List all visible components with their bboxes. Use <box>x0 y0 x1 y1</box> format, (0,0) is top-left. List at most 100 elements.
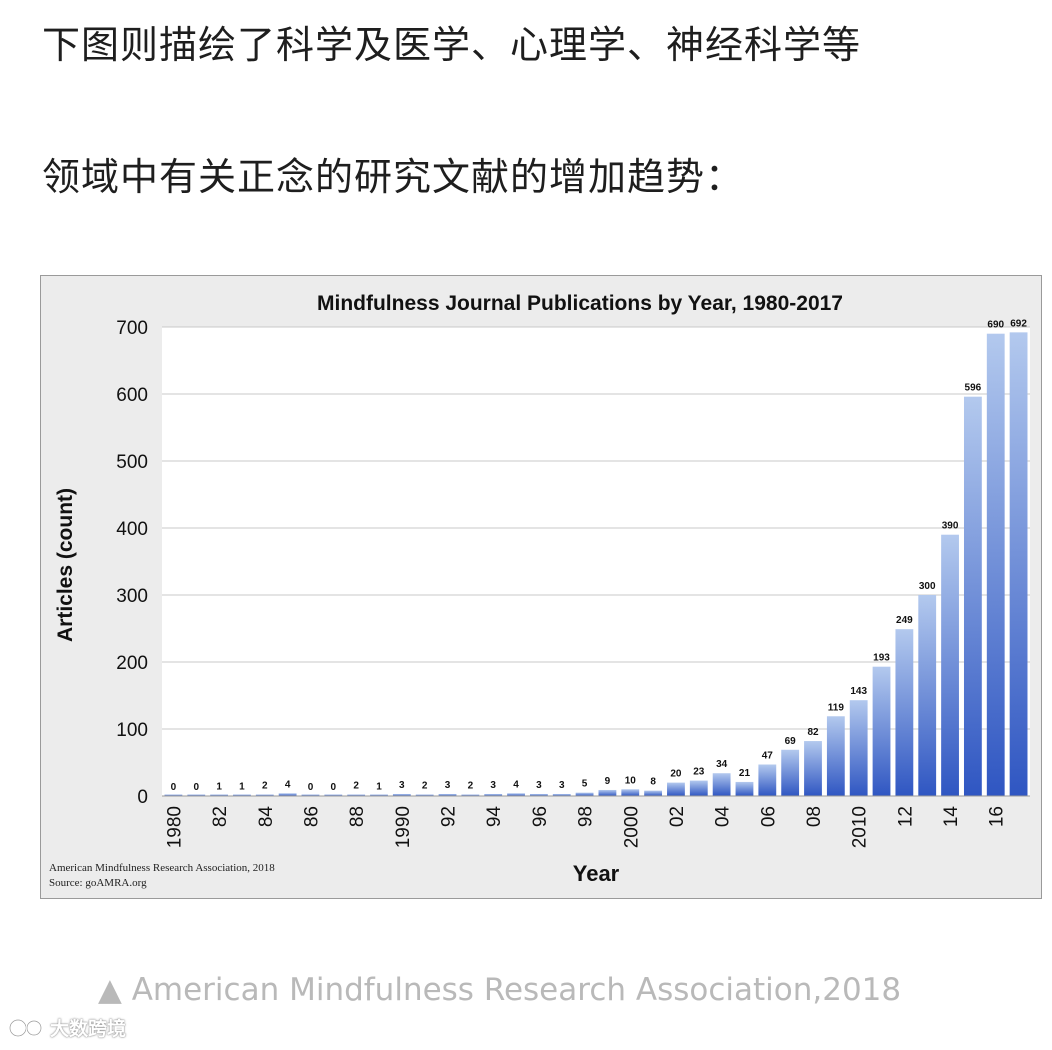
x-tick-label: 2000 <box>621 806 642 848</box>
bar-value-label: 0 <box>308 782 314 793</box>
x-tick-label: 2010 <box>850 806 871 848</box>
x-tick-label: 96 <box>530 806 551 827</box>
bar-value-label: 2 <box>422 781 428 792</box>
x-axis-label: Year <box>573 861 620 886</box>
x-tick-label: 14 <box>941 806 962 828</box>
bar-value-label: 9 <box>605 776 611 787</box>
bar-value-label: 2 <box>262 781 268 792</box>
x-tick-label: 12 <box>895 806 916 827</box>
bar-value-label: 249 <box>896 615 913 626</box>
bar-value-label: 692 <box>1010 318 1027 329</box>
x-tick-label: 86 <box>301 806 322 827</box>
y-axis-label: Articles (count) <box>54 488 77 642</box>
bar-2008 <box>804 741 822 796</box>
bar-value-label: 300 <box>919 581 936 592</box>
bars <box>164 332 1028 796</box>
y-tick-label: 200 <box>116 653 148 674</box>
bar-value-label: 21 <box>739 768 751 779</box>
bar-value-label: 0 <box>331 782 337 793</box>
source-url: Source: goAMRA.org <box>49 877 147 889</box>
bar-1992 <box>438 793 457 796</box>
bar-1989 <box>370 794 388 796</box>
source-credit: American Mindfulness Research Associatio… <box>49 862 275 874</box>
grid-lines <box>162 326 1030 730</box>
bar-2003 <box>689 780 708 796</box>
bar-1991 <box>415 794 434 796</box>
bar-value-label: 119 <box>828 702 845 713</box>
bar-1983 <box>233 794 251 796</box>
bar-1990 <box>392 793 411 796</box>
watermark-logo-icon <box>8 1018 43 1037</box>
bar-value-label: 3 <box>536 780 542 791</box>
bar-value-label: 8 <box>650 777 656 788</box>
bar-1993 <box>461 794 480 796</box>
bar-value-label: 82 <box>807 727 819 738</box>
bar-1987 <box>324 794 343 796</box>
bar-1997 <box>552 793 571 796</box>
watermark: 大数跨境 <box>8 1014 126 1041</box>
chart-title: Mindfulness Journal Publications by Year… <box>317 292 843 315</box>
x-tick-label: 16 <box>987 806 1008 827</box>
bar-value-label: 3 <box>445 780 451 791</box>
y-tick-label: 500 <box>116 452 148 473</box>
y-tick-label: 600 <box>116 385 148 406</box>
intro-text-line-2: 领域中有关正念的研究文献的增加趋势： <box>42 155 745 199</box>
bar-2007 <box>781 749 800 796</box>
bar-value-label: 143 <box>850 686 867 697</box>
bar-2000 <box>621 789 640 796</box>
bar-value-label: 23 <box>693 767 705 778</box>
y-axis-ticks: 0 100 200 300 400 500 600 700 <box>116 318 148 808</box>
bar-value-label: 3 <box>399 780 405 791</box>
bar-2002 <box>667 782 685 796</box>
y-tick-label: 400 <box>116 519 148 540</box>
x-tick-label: 04 <box>713 806 734 828</box>
bar-value-label: 0 <box>193 782 199 793</box>
bar-1981 <box>187 794 206 796</box>
bar-2016 <box>986 333 1005 796</box>
bar-value-label: 3 <box>490 780 496 791</box>
bar-2004 <box>712 773 731 796</box>
publications-chart: 0 0 1 1 2 4 0 0 2 1 3 2 3 2 3 4 3 3 5 9 10 8 20 23 34 21 47 69 82 119… <box>40 275 1042 899</box>
bar-1988 <box>347 794 366 796</box>
x-tick-label: 98 <box>576 806 597 827</box>
bar-1994 <box>484 793 503 796</box>
x-tick-label: 06 <box>758 806 779 827</box>
bar-2010 <box>849 700 868 796</box>
bar-2014 <box>941 534 959 796</box>
x-tick-label: 82 <box>210 806 231 827</box>
bar-value-label: 1 <box>216 781 222 792</box>
bar-value-label: 69 <box>785 736 797 747</box>
bar-2013 <box>918 595 937 796</box>
bar-1986 <box>301 794 320 796</box>
y-tick-label: 300 <box>116 586 148 607</box>
x-tick-label: 08 <box>804 806 825 827</box>
bar-2005 <box>735 781 754 796</box>
bar-value-label: 1 <box>376 781 382 792</box>
bar-2017 <box>1009 332 1028 796</box>
bar-value-label: 596 <box>965 383 982 394</box>
x-tick-label: 1990 <box>393 806 414 848</box>
bar-2009 <box>826 716 845 796</box>
y-tick-label: 100 <box>116 720 148 741</box>
bar-value-label: 193 <box>873 653 890 664</box>
bar-1982 <box>210 794 229 796</box>
y-tick-label: 700 <box>116 318 148 339</box>
bar-1995 <box>507 793 525 796</box>
x-tick-label: 92 <box>439 806 460 827</box>
bar-value-label: 10 <box>625 775 637 786</box>
bar-value-label: 2 <box>468 781 474 792</box>
x-tick-label: 02 <box>667 806 688 827</box>
bar-value-label: 2 <box>353 781 359 792</box>
bar-1985 <box>278 793 297 796</box>
bar-1996 <box>529 793 548 796</box>
bar-value-label: 3 <box>559 780 565 791</box>
x-tick-label: 1980 <box>164 806 185 848</box>
bar-2015 <box>963 396 982 796</box>
bar-value-label: 5 <box>582 779 588 790</box>
watermark-text: 大数跨境 <box>50 1018 127 1040</box>
bar-value-label: 0 <box>171 782 177 793</box>
bar-1999 <box>598 789 617 796</box>
x-tick-label: 88 <box>347 806 368 827</box>
bar-1980 <box>164 794 183 796</box>
figure-caption: ▲ American Mindfulness Research Associat… <box>98 972 901 1008</box>
